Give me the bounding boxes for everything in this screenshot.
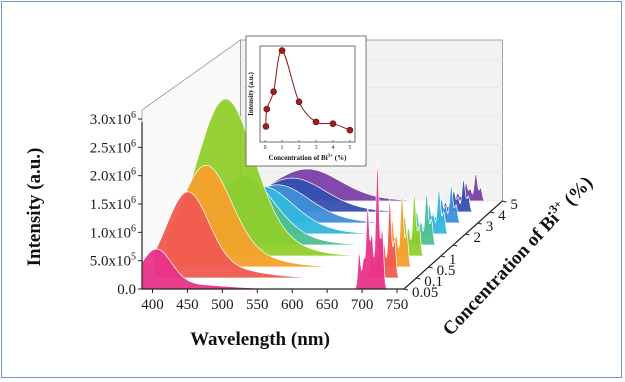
- inset-data-point-4: [295, 98, 303, 106]
- z-tick-label-5: 5: [510, 197, 518, 213]
- z-tick-label-2: 2: [474, 230, 482, 246]
- x-tick-label-700: 700: [351, 297, 374, 313]
- inset-data-point-5: [312, 118, 320, 126]
- z-tick-mark: [416, 277, 421, 280]
- inset-data-point-0: [262, 123, 270, 130]
- z-tick-mark: [440, 255, 446, 258]
- z-tick-mark: [502, 200, 507, 203]
- inset-panel: [245, 35, 367, 167]
- inset-data-point-6: [329, 120, 337, 128]
- z-tick-label-1: 1: [449, 252, 457, 268]
- x-tick-label-400: 400: [141, 297, 164, 313]
- inset-plot-area: [259, 45, 356, 143]
- z-tick-label-0.5: 0.5: [437, 263, 456, 279]
- z-tick-mark: [428, 266, 433, 269]
- spectra-series: [141, 98, 503, 290]
- x-tick-label-450: 450: [176, 297, 199, 313]
- x-tick-label-750: 750: [386, 297, 409, 313]
- inset-x-tick-label-5: 5: [348, 145, 351, 151]
- inset-data-point-1: [263, 105, 271, 113]
- inset-x-tick-label-4: 4: [331, 145, 334, 151]
- y-tick-label-5: 2.5x106: [90, 138, 136, 156]
- y-axis-label: Intensity (a.u.): [24, 148, 45, 267]
- y-tick-label-2: 1.0x106: [90, 223, 136, 241]
- z-tick-mark: [465, 233, 470, 236]
- x-tick-label-600: 600: [281, 297, 304, 313]
- y-tick-label-1: 5.0x105: [90, 252, 136, 270]
- inset-x-tick-label-2: 2: [298, 145, 301, 151]
- x-axis-label: Wavelength (nm): [190, 329, 330, 350]
- y-tick-label-4: 2.0x106: [90, 167, 136, 185]
- z-tick-label-0.1: 0.1: [424, 274, 443, 290]
- inset-x-tick-label-0: 0: [264, 145, 267, 151]
- inset-x-tick-label-1: 1: [281, 145, 284, 151]
- z-tick-mark: [453, 244, 458, 247]
- inset-y-axis-label: Intensity (a.u.): [247, 71, 255, 115]
- x-tick-label-550: 550: [246, 297, 269, 313]
- z-tick-mark: [403, 288, 409, 291]
- z-tick-label-3: 3: [486, 219, 494, 235]
- inset-data-point-2: [270, 88, 277, 96]
- z-tick-label-0.05: 0.05: [412, 285, 438, 301]
- inset-data-point-3: [278, 47, 286, 54]
- inset-data-point-7: [346, 126, 354, 134]
- y-tick-label-6: 3.0x106: [90, 110, 136, 128]
- x-tick-label-500: 500: [211, 297, 234, 313]
- inset-x-tick-label-3: 3: [314, 145, 317, 151]
- inset-x-axis-label: Concentration of Bi3+ (%): [269, 154, 348, 162]
- z-tick-label-4: 4: [498, 208, 506, 224]
- z-tick-mark: [489, 211, 495, 214]
- z-tick-mark: [477, 222, 482, 225]
- x-tick-label-650: 650: [316, 297, 339, 313]
- y-tick-label-0: 0.0: [117, 282, 136, 298]
- y-tick-label-3: 1.5x106: [90, 195, 136, 213]
